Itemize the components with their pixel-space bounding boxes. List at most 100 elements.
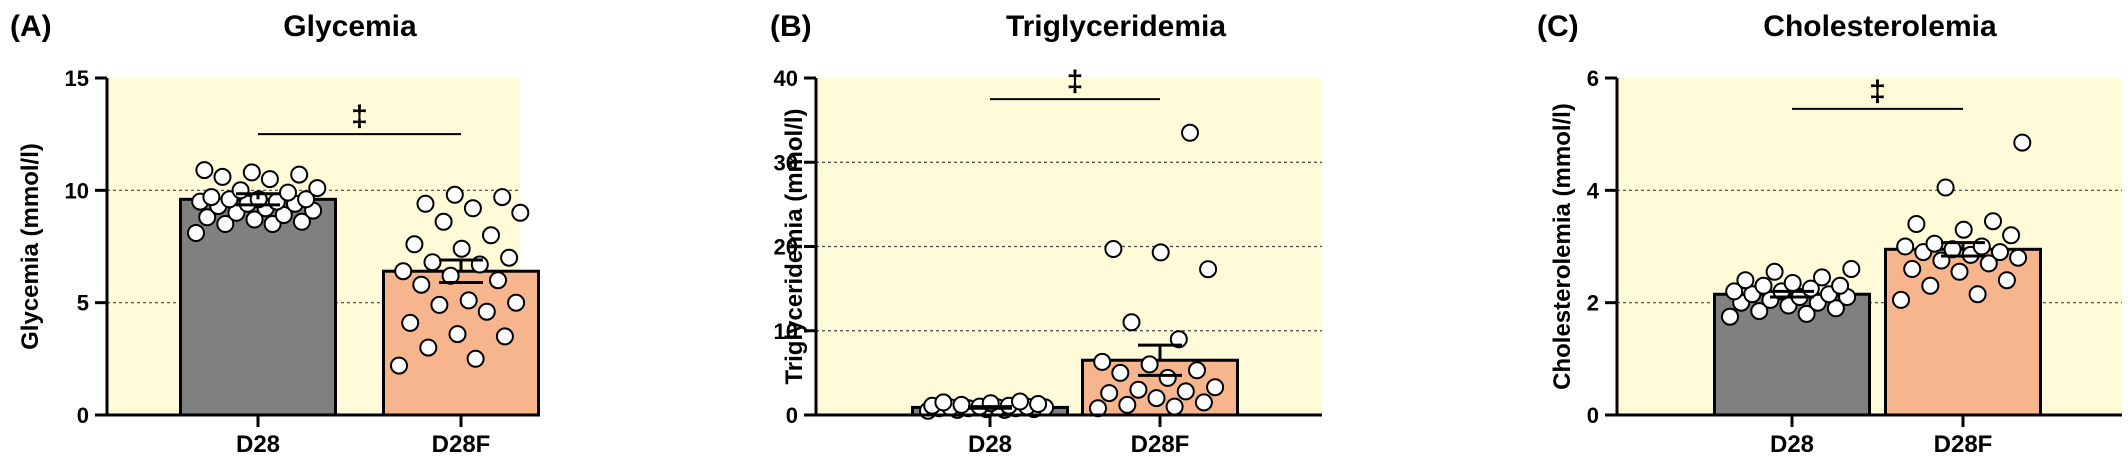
panel-3: (C) Cholesterolemia Cholesterolemia (mmol/… [1537,10,2122,458]
data-point-d28 [279,183,297,202]
data-point-d28f [390,356,408,375]
y-tick-label: 10 [65,178,89,203]
data-point-d28f [1188,361,1206,380]
x-tick-label: D28 [1770,431,1814,458]
panel-1: (A) Glycemia Glycemia (mmol/l) 0 5 10 15 D28 D28… [10,10,540,458]
y-axis-label: Triglyceridemia (mmol/l) [781,108,808,384]
y-tick-label: 0 [786,403,798,428]
data-point-d28 [198,208,217,227]
bar-d28f [382,269,540,417]
y-tick-label: 2 [1587,291,1599,316]
data-point-d28 [231,181,250,200]
data-point-d28f [448,325,467,344]
data-point-d28f [493,188,512,207]
data-point-d28f [1158,368,1177,387]
y-axis-label: Cholesterolemia (mmol/l) [1549,103,1576,390]
data-point-d28 [290,165,309,184]
y-tick-label: 10 [774,319,798,344]
data-point-d28 [1754,276,1773,295]
x-tick-label: D28 [968,431,1012,458]
data-point-d28f [466,349,485,368]
data-point-d28f [1129,380,1148,399]
chart-title: Triglyceridemia [1006,10,1226,43]
data-point-d28f [445,185,464,204]
data-point-d28 [1783,274,1802,292]
data-point-d28f [1194,393,1213,412]
data-point-d28f [416,194,435,213]
y-axis-label: Glycemia (mmol/l) [17,143,44,350]
data-point-d28f [1140,355,1159,374]
data-point-d28 [187,224,205,242]
bar-d28 [179,197,337,417]
data-point-d28f [423,253,442,272]
data-point-d28f [1206,378,1225,397]
data-point-d28f [1122,313,1141,332]
data-point-d28f [430,295,449,314]
panel-label: (B) [770,10,812,43]
data-point-d28 [1797,304,1816,323]
data-point-d28f [482,226,500,245]
data-point-d28f [1936,178,1955,197]
y-tick-label: 4 [1587,178,1600,203]
data-point-d28f [1954,220,1973,239]
data-point-d28f [1984,212,2002,231]
data-point-d28f [477,302,496,321]
data-point-d28f [1979,254,1998,273]
data-point-d28f [394,262,413,281]
data-point-d28 [1011,392,1029,411]
data-point-d28f [1165,397,1184,416]
data-point-d28f [489,271,507,290]
data-point-d28f [1925,234,1944,253]
data-point-d28 [1750,302,1769,321]
data-point-d28f [1169,330,1188,349]
data-point-d28f [2002,226,2021,245]
y-tick-label: 5 [77,291,89,316]
data-point-d28f [1118,395,1137,414]
x-tick-label: D28 [236,431,280,458]
panel-label: (A) [10,10,52,43]
data-point-d28f [434,212,453,231]
data-point-d28f [1147,389,1166,408]
x-tick-label: D28F [1934,431,1993,458]
data-point-d28f [412,275,431,294]
x-tick-label: D28F [432,431,491,458]
data-point-d28f [507,293,526,312]
chart-title: Glycemia [283,10,417,43]
y-tick-label: 0 [1587,403,1599,428]
data-point-d28 [1842,260,1861,278]
data-point-d28f [1907,215,1926,233]
data-point-d28f [419,338,438,357]
data-point-d28f [2009,248,2028,267]
data-point-d28 [1765,262,1784,281]
data-point-d28 [1725,282,1744,301]
data-point-d28 [1826,299,1845,318]
panel-label: (C) [1537,10,1579,43]
x-tick-label: D28F [1131,431,1190,458]
significance-symbol: ‡ [1067,65,1084,98]
y-tick-label: 6 [1587,66,1599,91]
data-point-d28 [308,179,327,198]
data-point-d28 [1721,307,1739,326]
data-point-d28f [1181,123,1199,142]
data-point-d28f [1896,237,1915,256]
y-tick-label: 0 [77,403,89,428]
data-point-d28 [213,167,232,186]
significance-symbol: ‡ [351,100,368,133]
data-point-d28f [511,203,530,222]
data-point-d28f [401,313,420,332]
data-point-d28f [1104,240,1123,258]
y-tick-label: 30 [774,150,798,175]
data-point-d28 [216,215,235,233]
panel-2: (B) Triglyceridemia Triglyceridemia (mmol/… [770,10,1322,458]
data-point-d28f [495,327,514,346]
data-point-d28f [1100,384,1119,403]
data-point-d28f [463,199,482,218]
data-point-d28f [1991,243,2009,262]
data-point-d28 [245,210,264,229]
data-point-d28f [1997,271,2016,290]
data-point-d28f [1176,382,1195,401]
data-point-d28f [1199,260,1218,279]
data-point-d28 [1029,395,1048,413]
data-point-d28f [2013,133,2032,152]
